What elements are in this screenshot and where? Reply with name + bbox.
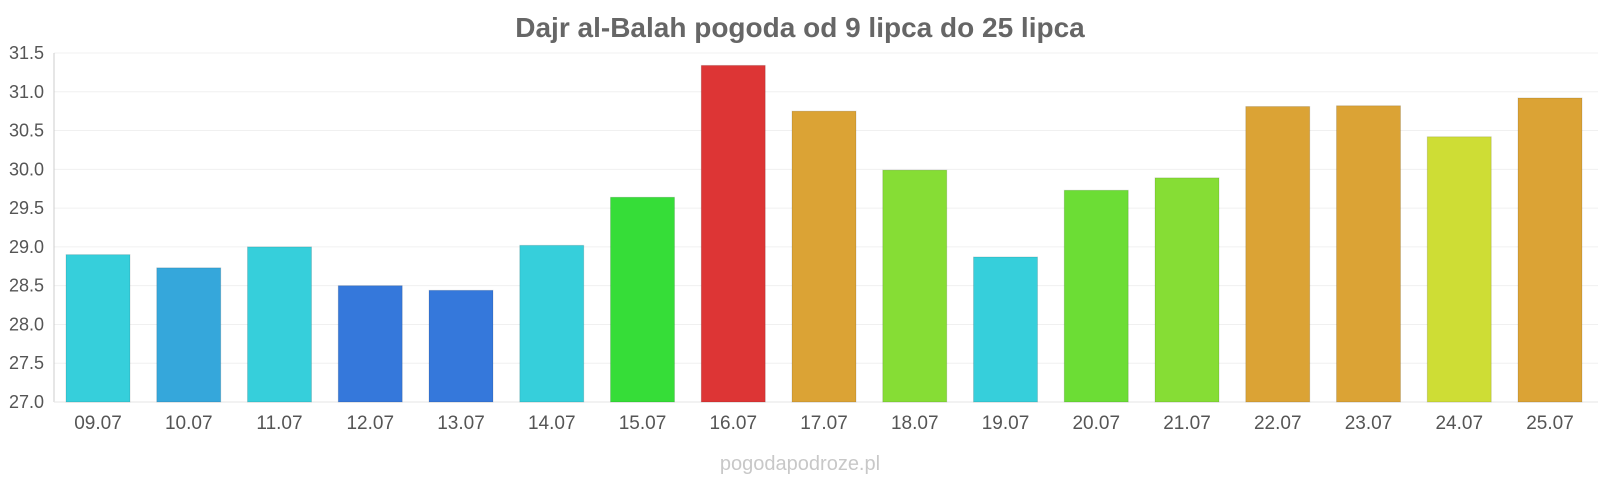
x-tick-label: 13.07 [437, 413, 485, 434]
y-tick-label: 31.5 [9, 43, 44, 63]
y-axis: 27.0 27.5 28.0 28.5 29.0 29.5 30.0 30.5 31.0 31.5 [9, 43, 44, 412]
x-tick-label: 12.07 [346, 413, 394, 434]
x-tick-label: 15.07 [619, 413, 667, 434]
y-tick-label: 27.0 [9, 392, 44, 412]
x-tick-label: 19.07 [982, 413, 1030, 434]
bar-21.07 [1154, 177, 1220, 403]
y-tick-label: 27.5 [9, 353, 44, 373]
bar-14.07 [519, 244, 585, 403]
bar-22.07 [1245, 106, 1311, 403]
y-tick-label: 28.5 [9, 276, 44, 296]
bar-11.07 [247, 246, 312, 403]
y-tick-label: 30.0 [9, 159, 44, 179]
bar-09.07 [65, 254, 131, 403]
x-tick-label: 14.07 [528, 413, 576, 434]
bar-25.07 [1517, 97, 1583, 403]
x-axis: 09.07 10.07 11.07 12.07 13.07 14.07 15.07 16.07… [74, 413, 1574, 434]
y-tick-label: 31.0 [9, 82, 44, 102]
y-tick-label: 29.5 [9, 198, 44, 218]
x-tick-label: 22.07 [1254, 413, 1302, 434]
y-tick-label: 28.0 [9, 314, 44, 334]
x-tick-label: 21.07 [1163, 413, 1211, 434]
watermark: pogodapodroze.pl [720, 453, 880, 475]
bar-20.07 [1063, 189, 1129, 403]
x-tick-label: 23.07 [1345, 413, 1393, 434]
chart-title: Dajr al-Balah pogoda od 9 lipca do 25 li… [515, 12, 1085, 43]
bar-13.07 [428, 289, 494, 403]
x-tick-label: 25.07 [1526, 413, 1574, 434]
x-tick-label: 17.07 [800, 413, 848, 434]
bar-23.07 [1336, 105, 1401, 403]
bar-16.07 [700, 64, 766, 403]
bar-12.07 [337, 285, 403, 403]
x-tick-label: 18.07 [891, 413, 939, 434]
bar-18.07 [882, 169, 948, 403]
x-tick-label: 10.07 [165, 413, 213, 434]
x-tick-label: 20.07 [1072, 413, 1120, 434]
x-tick-label: 16.07 [709, 413, 757, 434]
x-tick-label: 11.07 [256, 413, 302, 434]
y-tick-label: 30.5 [9, 121, 44, 141]
x-tick-label: 09.07 [74, 413, 122, 434]
bar-19.07 [973, 256, 1038, 403]
y-tick-label: 29.0 [9, 237, 44, 257]
bar-17.07 [791, 110, 857, 403]
bar-15.07 [610, 196, 675, 403]
bars [65, 64, 1583, 403]
bar-24.07 [1426, 136, 1492, 403]
x-tick-label: 24.07 [1435, 413, 1483, 434]
bar-10.07 [156, 267, 222, 403]
